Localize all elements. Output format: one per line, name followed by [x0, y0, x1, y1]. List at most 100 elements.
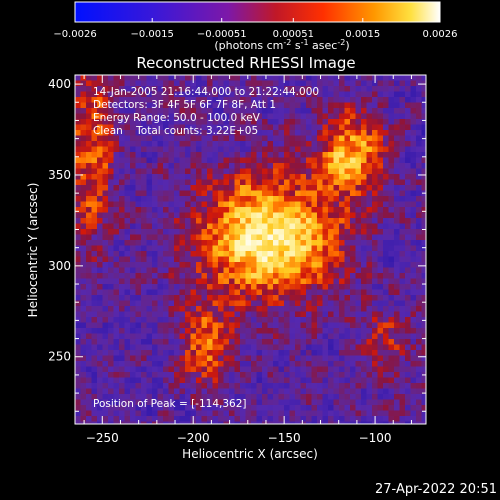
heatmap-cell: [157, 366, 164, 373]
heatmap-cell: [179, 185, 186, 191]
heatmap-cell: [295, 80, 301, 87]
heatmap-cell: [267, 130, 274, 136]
heatmap-cell: [267, 377, 274, 384]
heatmap-cell: [196, 174, 202, 180]
heatmap-cell: [339, 124, 345, 131]
heatmap-cell: [366, 278, 373, 285]
heatmap-cell: [306, 223, 312, 230]
heatmap-cell: [405, 267, 411, 274]
heatmap-cell: [174, 229, 180, 235]
heatmap-cell: [190, 113, 197, 120]
heatmap-cell: [322, 124, 329, 131]
heatmap-cell: [273, 289, 279, 296]
heatmap-cell: [355, 251, 362, 257]
heatmap-cell: [130, 91, 136, 98]
heatmap-cell: [273, 212, 279, 219]
heatmap-cell: [185, 355, 191, 362]
heatmap-cell: [157, 185, 164, 191]
heatmap-cell: [322, 240, 329, 246]
heatmap-cell: [223, 141, 230, 147]
heatmap-cell: [289, 333, 296, 340]
heatmap-cell: [190, 366, 197, 373]
heatmap-cell: [91, 361, 98, 367]
heatmap-cell: [333, 146, 340, 153]
heatmap-cell: [108, 350, 114, 356]
heatmap-cell: [295, 289, 301, 296]
heatmap-cell: [284, 300, 290, 307]
heatmap-cell: [80, 372, 87, 378]
heatmap-cell: [185, 234, 191, 241]
heatmap-cell: [350, 251, 356, 257]
heatmap-cell: [339, 240, 345, 246]
heatmap-cell: [416, 273, 422, 279]
heatmap-cell: [416, 399, 422, 406]
heatmap-cell: [273, 421, 279, 424]
heatmap-cell: [322, 212, 329, 219]
heatmap-cell: [333, 388, 340, 395]
heatmap-cell: [361, 366, 367, 373]
heatmap-cell: [229, 372, 235, 378]
heatmap-cell: [196, 157, 202, 164]
heatmap-cell: [267, 410, 274, 417]
heatmap-cell: [174, 267, 180, 274]
heatmap-cell: [267, 86, 274, 92]
heatmap-cell: [366, 212, 373, 219]
heatmap-cell: [130, 157, 136, 164]
heatmap-cell: [108, 328, 114, 334]
heatmap-cell: [350, 388, 356, 395]
heatmap-cell: [91, 86, 98, 92]
heatmap-cell: [273, 86, 279, 92]
heatmap-cell: [328, 317, 334, 323]
heatmap-cell: [201, 306, 208, 312]
heatmap-cell: [295, 168, 301, 175]
heatmap-cell: [267, 229, 274, 235]
heatmap-cell: [289, 119, 296, 125]
heatmap-cell: [218, 174, 224, 180]
annotation-peak: Position of Peak = [-114,362]: [93, 398, 247, 410]
heatmap-cell: [350, 295, 356, 301]
heatmap-cell: [399, 97, 406, 103]
heatmap-cell: [317, 383, 323, 389]
heatmap-cell: [322, 179, 329, 186]
heatmap-cell: [130, 399, 136, 406]
heatmap-cell: [240, 119, 246, 125]
heatmap-cell: [295, 223, 301, 230]
heatmap-cell: [256, 372, 263, 378]
heatmap-cell: [218, 119, 224, 125]
heatmap-cell: [97, 256, 103, 263]
heatmap-cell: [256, 229, 263, 235]
heatmap-cell: [124, 108, 131, 114]
heatmap-cell: [256, 201, 263, 208]
heatmap-cell: [295, 410, 301, 417]
heatmap-cell: [394, 295, 400, 301]
heatmap-cell: [152, 86, 158, 92]
heatmap-cell: [168, 75, 175, 81]
heatmap-cell: [311, 399, 318, 406]
heatmap-cell: [394, 262, 400, 268]
heatmap-cell: [405, 229, 411, 235]
heatmap-cell: [245, 124, 252, 131]
heatmap-cell: [141, 174, 147, 180]
heatmap-cell: [405, 388, 411, 395]
heatmap-cell: [152, 245, 158, 252]
heatmap-cell: [394, 399, 400, 406]
heatmap-cell: [168, 190, 175, 197]
heatmap-cell: [223, 410, 230, 417]
heatmap-cell: [300, 163, 307, 169]
heatmap-cell: [190, 377, 197, 384]
heatmap-cell: [284, 168, 290, 175]
heatmap-cell: [295, 267, 301, 274]
heatmap-cell: [372, 284, 378, 290]
heatmap-cell: [218, 80, 224, 87]
heatmap-cell: [322, 157, 329, 164]
heatmap-cell: [278, 229, 285, 235]
heatmap-cell: [229, 130, 235, 136]
heatmap-cell: [80, 124, 87, 131]
heatmap-cell: [207, 355, 213, 362]
heatmap-cell: [262, 130, 268, 136]
heatmap-cell: [256, 80, 263, 87]
heatmap-cell: [218, 289, 224, 296]
heatmap-cell: [355, 377, 362, 384]
heatmap-cell: [383, 91, 389, 98]
heatmap-cell: [130, 234, 136, 241]
